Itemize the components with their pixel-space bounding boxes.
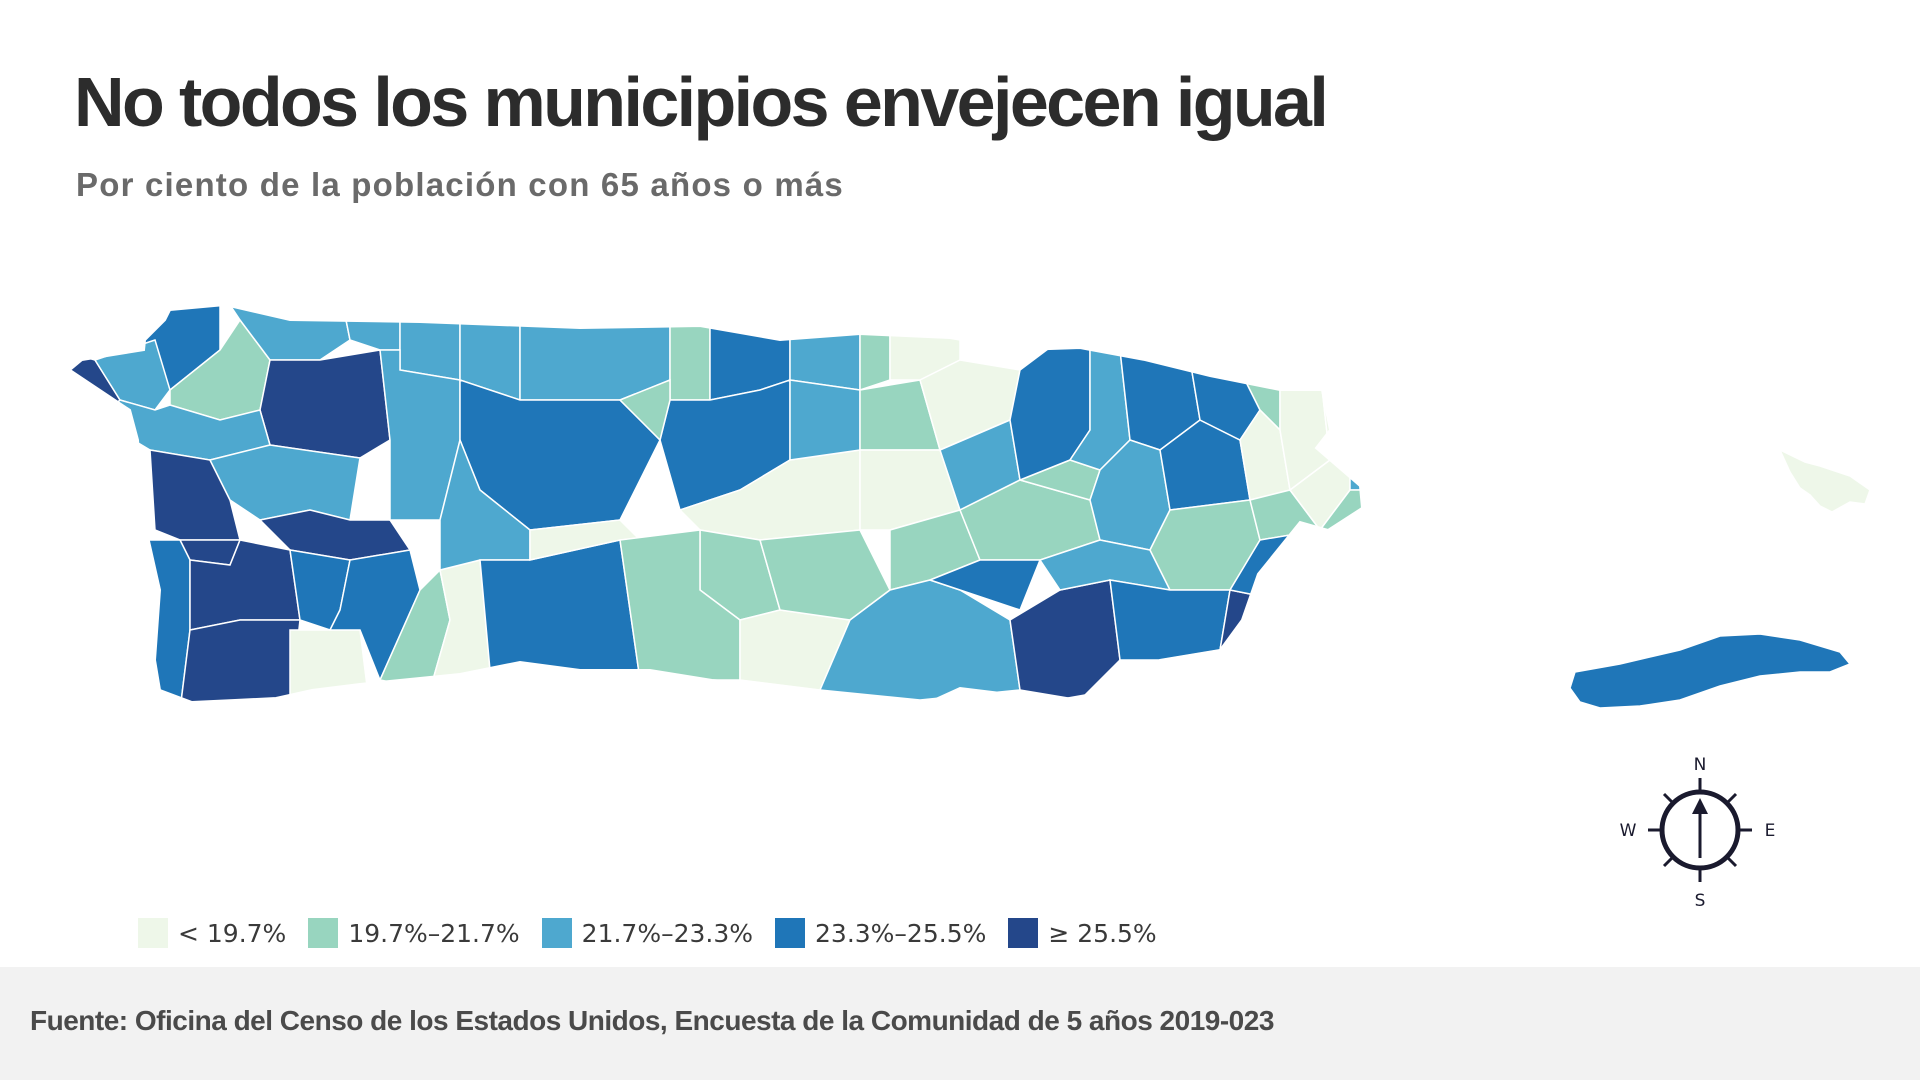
legend-item-1: < 19.7%	[138, 918, 286, 948]
municipality-ceiba[interactable]	[1420, 450, 1550, 520]
legend-label: ≥ 25.5%	[1048, 918, 1157, 948]
source-note: Fuente: Oficina del Censo de los Estados…	[30, 1005, 1274, 1036]
municipality-arroyo[interactable]	[1109, 579, 1231, 661]
municipality-barceloneta[interactable]	[669, 290, 711, 401]
municipality-yabucoa[interactable]	[1349, 529, 1460, 611]
choropleth-map: N S W E	[60, 290, 1900, 910]
municipality-naguabo[interactable]	[1420, 490, 1520, 540]
municipality-morovis[interactable]	[789, 379, 861, 461]
municipality-guayama[interactable]	[1009, 579, 1121, 701]
municipality-florida[interactable]	[618, 378, 671, 442]
municipality-camuy[interactable]	[399, 290, 461, 381]
municipality-vega-baja[interactable]	[789, 290, 861, 391]
municipality-vega-alta[interactable]	[859, 290, 891, 392]
legend: < 19.7% 19.7%–21.7% 21.7%–23.3% 23.3%–25…	[138, 918, 1179, 948]
legend-swatch	[541, 918, 572, 948]
municipality-cidra[interactable]	[927, 559, 1042, 611]
legend-item-5: ≥ 25.5%	[1008, 918, 1157, 948]
municipality-vieques[interactable]	[1569, 633, 1852, 709]
legend-label: < 19.7%	[178, 918, 287, 948]
legend-swatch	[775, 918, 806, 948]
municipality-arecibo[interactable]	[519, 290, 671, 401]
municipality-culebra[interactable]	[1778, 448, 1871, 513]
municipality-guanica[interactable]	[289, 629, 371, 710]
page-title: No todos los municipios envejecen igual	[74, 63, 1329, 141]
compass-south-label: S	[1695, 891, 1706, 910]
main-island-group	[70, 290, 1550, 710]
municipality-luquillo[interactable]	[1420, 390, 1480, 460]
legend-item-4: 23.3%–25.5%	[775, 918, 986, 948]
municipality-aguada[interactable]	[93, 339, 171, 411]
page-subtitle: Por ciento de la población con 65 años o…	[76, 166, 844, 203]
municipality-cabo-rojo[interactable]	[99, 539, 191, 710]
footer: Fuente: Oficina del Censo de los Estados…	[0, 967, 1920, 1080]
municipality-san-sebastian[interactable]	[259, 349, 391, 459]
municipality-fajardo[interactable]	[1470, 380, 1540, 460]
legend-swatch	[1008, 918, 1039, 948]
legend-label: 23.3%–25.5%	[815, 918, 987, 948]
compass-rose-icon: N S W E	[1620, 755, 1776, 910]
map-svg: N S W E	[68, 290, 1871, 910]
legend-label: 21.7%–23.3%	[581, 918, 754, 948]
legend-swatch	[138, 918, 168, 948]
municipality-rio-grande[interactable]	[1349, 379, 1420, 491]
legend-item-3: 21.7%–23.3%	[541, 918, 754, 948]
main-island-outline	[68, 303, 1364, 710]
compass-east-label: E	[1765, 821, 1776, 841]
compass-north-label: N	[1694, 755, 1707, 775]
legend-label: 19.7%–21.7%	[348, 918, 520, 948]
compass-west-label: W	[1620, 821, 1637, 841]
municipality-yauco[interactable]	[328, 549, 421, 682]
legend-swatch	[308, 918, 339, 948]
legend-item-2: 19.7%–21.7%	[308, 918, 520, 948]
municipality-ponce[interactable]	[479, 539, 641, 681]
